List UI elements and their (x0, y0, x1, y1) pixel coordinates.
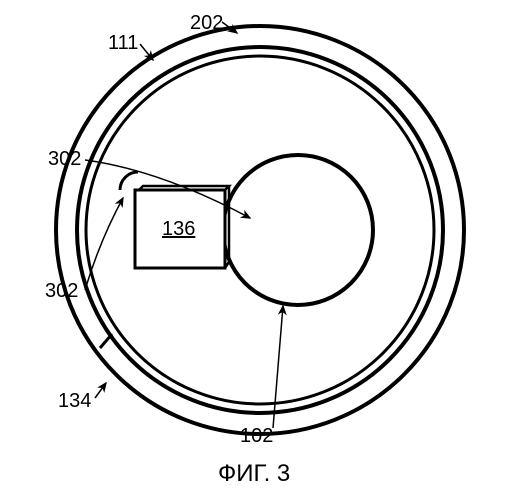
label-102: 102 (240, 425, 273, 448)
outer-ring-circle (56, 26, 464, 434)
inner-ring-outer-circle (77, 47, 443, 413)
label-302-upper: 302 (48, 148, 81, 171)
small-arc (120, 172, 138, 190)
label-202: 202 (190, 12, 223, 35)
leader-134 (95, 383, 106, 398)
label-302-lower: 302 (45, 280, 78, 303)
label-111: 111 (108, 32, 138, 55)
figure-caption: ФИГ. 3 (218, 460, 290, 488)
tick-mark (100, 334, 112, 348)
central-circle (223, 155, 373, 305)
leader-102 (273, 306, 283, 428)
label-134: 134 (58, 390, 91, 413)
box-label-136: 136 (162, 218, 195, 241)
diagram-container: 202 111 302 302 134 102 136 ФИГ. 3 (0, 0, 508, 500)
leader-111 (140, 44, 153, 60)
